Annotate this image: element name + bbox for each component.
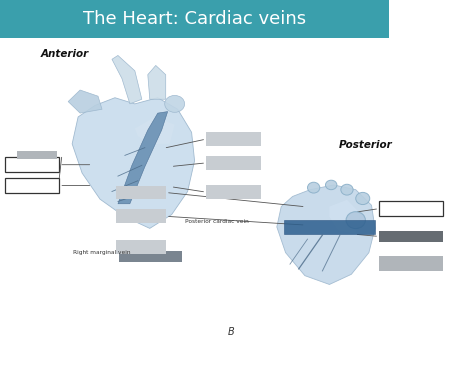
Bar bbox=[116, 240, 166, 254]
Bar bbox=[5, 157, 59, 172]
Text: The Heart: Cardiac veins: The Heart: Cardiac veins bbox=[83, 10, 306, 28]
Bar bbox=[206, 185, 261, 199]
Polygon shape bbox=[329, 200, 360, 234]
Text: Posterior cardiac vein: Posterior cardiac vein bbox=[185, 219, 248, 224]
Ellipse shape bbox=[341, 184, 353, 195]
Polygon shape bbox=[148, 66, 166, 99]
Bar bbox=[118, 251, 182, 262]
Bar bbox=[206, 156, 261, 170]
Ellipse shape bbox=[346, 212, 365, 229]
Bar bbox=[116, 209, 166, 223]
Bar bbox=[5, 178, 59, 193]
Polygon shape bbox=[135, 117, 174, 144]
Ellipse shape bbox=[326, 180, 337, 190]
Ellipse shape bbox=[308, 182, 320, 193]
Bar bbox=[206, 132, 261, 146]
Text: Posterior: Posterior bbox=[339, 140, 392, 150]
Polygon shape bbox=[112, 56, 142, 104]
Bar bbox=[17, 151, 57, 159]
Polygon shape bbox=[72, 98, 194, 228]
Text: B: B bbox=[228, 327, 234, 337]
Ellipse shape bbox=[356, 193, 370, 205]
Bar bbox=[379, 231, 443, 242]
Polygon shape bbox=[277, 185, 375, 284]
Polygon shape bbox=[68, 90, 102, 113]
Polygon shape bbox=[118, 112, 168, 204]
Text: Anterior: Anterior bbox=[40, 49, 89, 59]
Bar bbox=[379, 201, 443, 216]
Bar bbox=[0, 0, 389, 38]
Bar bbox=[379, 256, 443, 271]
Text: Right marginal vein: Right marginal vein bbox=[73, 250, 131, 255]
Bar bbox=[116, 186, 166, 199]
Polygon shape bbox=[284, 220, 375, 234]
Ellipse shape bbox=[165, 96, 185, 112]
